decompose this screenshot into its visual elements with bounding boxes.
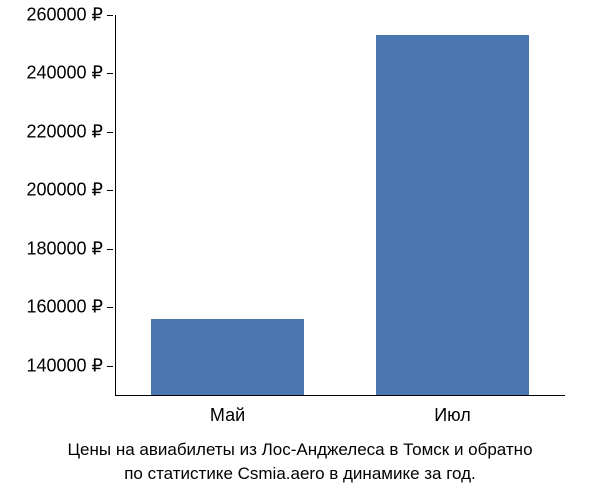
bar [151, 319, 304, 395]
y-tick-mark [107, 132, 113, 133]
y-tick-mark [107, 73, 113, 74]
y-tick-mark [107, 249, 113, 250]
x-axis-labels: Май Июл [115, 400, 565, 430]
y-tick-mark [107, 366, 113, 367]
y-tick-label: 240000 ₽ [26, 63, 103, 84]
y-tick-label: 220000 ₽ [26, 121, 103, 142]
y-tick-label: 140000 ₽ [26, 355, 103, 376]
x-tick-label: Май [210, 405, 245, 426]
x-tick-label: Июл [434, 405, 471, 426]
x-axis-line [115, 395, 565, 396]
caption-line-1: Цены на авиабилеты из Лос-Анджелеса в То… [67, 440, 532, 459]
y-tick-label: 180000 ₽ [26, 238, 103, 259]
y-axis: 140000 ₽ 160000 ₽ 180000 ₽ 200000 ₽ 220000 ₽… [0, 15, 115, 395]
y-tick-mark [107, 307, 113, 308]
bar [376, 35, 529, 395]
y-tick-mark [107, 190, 113, 191]
y-tick-label: 260000 ₽ [26, 5, 103, 26]
plot-area [115, 15, 565, 395]
y-tick-mark [107, 15, 113, 16]
caption-line-2: по статистике Csmia.aero в динамике за г… [124, 464, 476, 483]
price-chart: 140000 ₽ 160000 ₽ 180000 ₽ 200000 ₽ 220000 ₽… [0, 0, 600, 500]
y-tick-label: 160000 ₽ [26, 297, 103, 318]
chart-caption: Цены на авиабилеты из Лос-Анджелеса в То… [0, 438, 600, 486]
y-tick-label: 200000 ₽ [26, 180, 103, 201]
